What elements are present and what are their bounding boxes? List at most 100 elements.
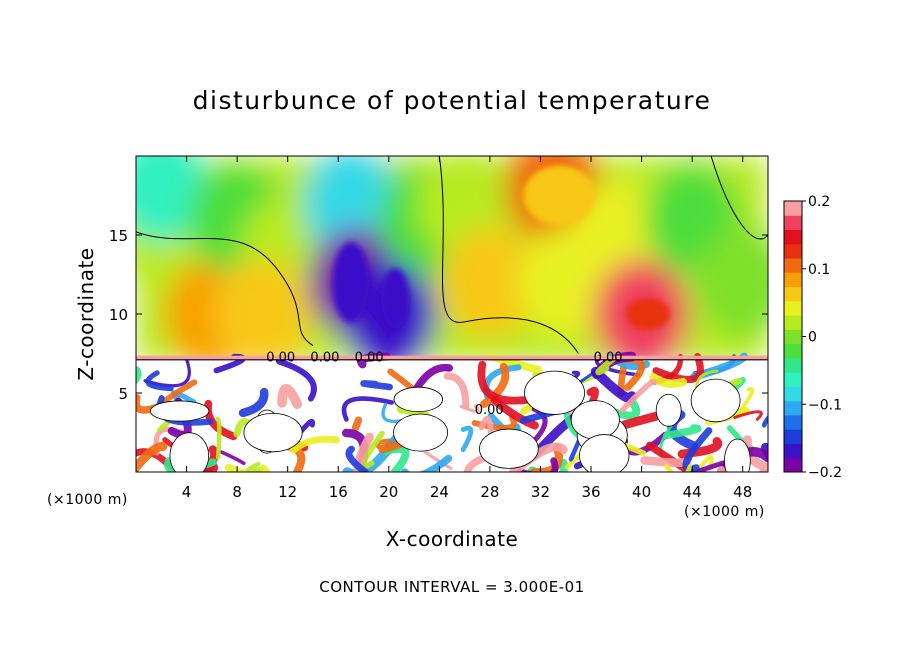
y-tick-label-1: 10 bbox=[109, 306, 128, 324]
colorbar-label-2: 0 bbox=[808, 330, 817, 346]
x-tick-label-7: 32 bbox=[531, 483, 550, 501]
x-tick-label-1: 8 bbox=[232, 483, 242, 501]
turbulent-stripe-80 bbox=[733, 410, 763, 421]
turbulent-stripe-106 bbox=[360, 380, 393, 391]
turbulent-stripe-79 bbox=[143, 357, 191, 388]
turbulent-stripe-19 bbox=[663, 424, 702, 440]
contour-label-3: 0.00 bbox=[594, 351, 623, 366]
turbulent-stripe-100 bbox=[477, 360, 534, 405]
eddy-4 bbox=[655, 393, 682, 427]
colorbar-band-8 bbox=[784, 343, 802, 359]
turbulent-stripe-45 bbox=[640, 456, 692, 468]
eddy-1 bbox=[149, 400, 210, 422]
turbulent-stripe-115 bbox=[345, 445, 369, 472]
colorbar-band-15 bbox=[784, 243, 802, 259]
colorbar-band-14 bbox=[784, 258, 802, 273]
zero-contour-left bbox=[136, 231, 314, 347]
x-tick-label-2: 12 bbox=[278, 483, 297, 501]
turbulent-stripe-85 bbox=[215, 416, 222, 460]
colorbar-label-3: −0.1 bbox=[808, 397, 842, 413]
x-tick-label-6: 28 bbox=[480, 483, 499, 501]
turbulent-stripe-84 bbox=[516, 457, 559, 472]
lower-turbulent-layer bbox=[136, 351, 768, 472]
eddy-7 bbox=[524, 370, 586, 415]
colorbar-band-1 bbox=[784, 443, 802, 459]
turbulent-stripe-108 bbox=[619, 378, 657, 413]
upper-field bbox=[136, 156, 768, 369]
x-tick-label-3: 16 bbox=[329, 483, 348, 501]
turbulent-stripe-11 bbox=[760, 442, 768, 463]
x-unit-left: (×1000 m) bbox=[47, 492, 128, 508]
x-axis-label: X-coordinate bbox=[385, 527, 519, 551]
x-unit-right: (×1000 m) bbox=[684, 504, 765, 520]
upper-cores bbox=[332, 165, 670, 330]
colorbar-band-17 bbox=[784, 215, 802, 231]
turbulent-stripe-13 bbox=[181, 469, 200, 472]
eddy-13 bbox=[579, 434, 630, 472]
turbulent-stripe-77 bbox=[341, 396, 394, 422]
colorbar-band-16 bbox=[784, 229, 802, 245]
turbulent-stripe-68 bbox=[742, 435, 768, 472]
x-tick-label-9: 40 bbox=[632, 483, 651, 501]
turbulent-stripe-0 bbox=[136, 366, 142, 385]
turbulent-stripe-117 bbox=[277, 383, 303, 409]
turbulent-stripe-30 bbox=[219, 450, 246, 466]
field-blob-5 bbox=[214, 259, 311, 369]
eddy-9 bbox=[570, 400, 620, 440]
contour-label-2: 0.00 bbox=[355, 351, 384, 366]
eddy-10 bbox=[479, 428, 539, 469]
zero-contour-right bbox=[710, 156, 768, 240]
turbulent-stripe-67 bbox=[443, 372, 470, 410]
contour-label-1: 0.00 bbox=[310, 351, 339, 366]
colorbar-band-10 bbox=[784, 315, 802, 330]
turbulent-stripe-99 bbox=[568, 438, 582, 462]
y-axis-label: Z-coordinate bbox=[74, 247, 98, 381]
turbulent-stripe-24 bbox=[238, 387, 269, 418]
eddy-3 bbox=[724, 438, 751, 472]
eddy-12 bbox=[243, 412, 303, 453]
colorbar-label-1: 0.1 bbox=[808, 262, 830, 278]
colorbar-band-4 bbox=[784, 400, 802, 416]
colorbar-band-2 bbox=[784, 429, 802, 444]
x-tick-label-11: 48 bbox=[733, 483, 752, 501]
y-tick-label-0: 5 bbox=[118, 385, 128, 403]
cold-core-b bbox=[381, 268, 410, 329]
field-blob-11 bbox=[441, 227, 538, 338]
colorbar-band-7 bbox=[784, 357, 802, 373]
turbulent-stripe-61 bbox=[460, 425, 474, 453]
colorbar-band-13 bbox=[784, 272, 802, 288]
cold-core-a bbox=[332, 242, 369, 323]
turbulent-stripe-4 bbox=[626, 431, 669, 456]
turbulent-stripe-64 bbox=[360, 430, 385, 470]
warm-core bbox=[625, 298, 670, 330]
turbulent-stripe-98 bbox=[276, 358, 317, 402]
turbulent-stripe-92 bbox=[490, 396, 539, 430]
colorbar-label-0: 0.2 bbox=[808, 194, 830, 210]
colorbar-label-4: −0.2 bbox=[808, 465, 842, 481]
colorbar-band-6 bbox=[784, 372, 802, 387]
colorbar-band-3 bbox=[784, 414, 802, 430]
turbulent-stripe-90 bbox=[478, 415, 494, 438]
turbulent-stripe-73 bbox=[595, 355, 617, 376]
colorbar-band-11 bbox=[784, 300, 802, 316]
x-tick-label-4: 20 bbox=[379, 483, 398, 501]
x-tick-label-8: 36 bbox=[581, 483, 600, 501]
x-tick-label-5: 24 bbox=[430, 483, 449, 501]
turbulent-stripe-41 bbox=[528, 459, 568, 472]
colorbar-band-12 bbox=[784, 286, 802, 302]
warm-top bbox=[523, 165, 596, 226]
turbulent-stripe-33 bbox=[351, 416, 363, 432]
contour-interval-note: CONTOUR INTERVAL = 3.000E-01 bbox=[319, 578, 585, 596]
contour-label-0: 0.00 bbox=[266, 351, 295, 366]
interface-strip bbox=[136, 355, 768, 360]
chart-title: disturbunce of potential temperature bbox=[192, 86, 712, 115]
turbulent-stripe-60 bbox=[649, 372, 688, 388]
colorbar-band-18 bbox=[784, 201, 802, 216]
turbulent-stripe-6 bbox=[694, 455, 714, 472]
turbulent-stripe-70 bbox=[480, 362, 510, 408]
turbulent-stripe-112 bbox=[459, 404, 480, 413]
zero-contour-mid bbox=[438, 156, 579, 354]
turbulent-stripe-28 bbox=[761, 414, 768, 428]
eddy-5 bbox=[393, 386, 443, 413]
